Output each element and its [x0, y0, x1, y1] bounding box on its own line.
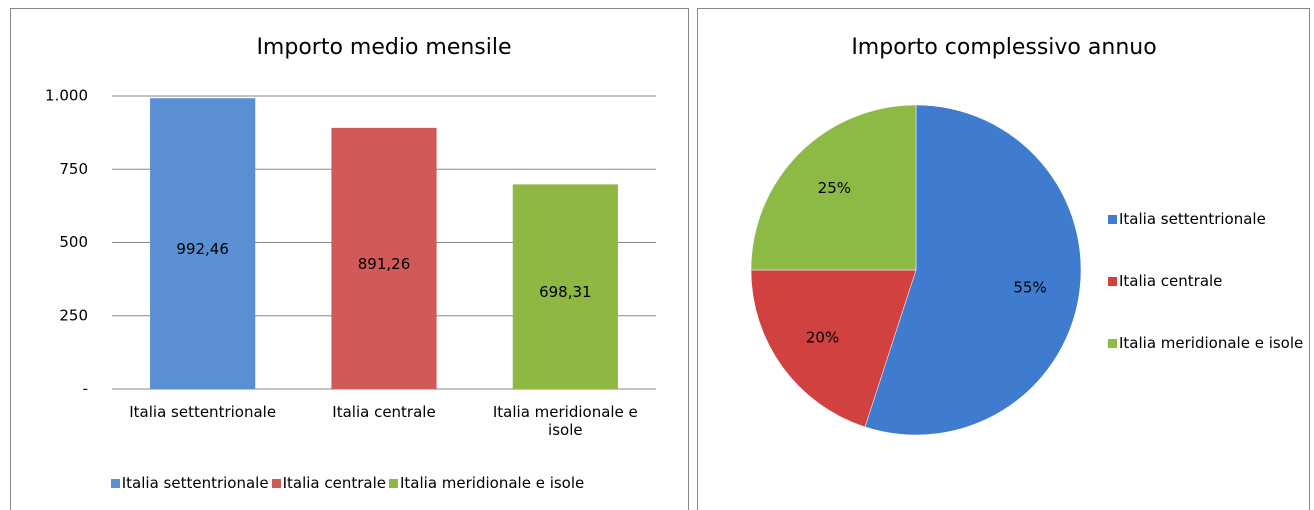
y-tick-label: 1.000	[45, 87, 88, 105]
legend-swatch	[1108, 339, 1117, 348]
y-tick-label: -	[83, 380, 88, 398]
legend-label: Italia settentrionale	[121, 474, 269, 492]
x-tick-label: Italia meridionale e isole	[492, 403, 638, 439]
legend: Italia settentrionale	[1108, 210, 1308, 228]
x-tick-label: Italia settentrionale	[129, 403, 277, 421]
pie-slice	[750, 269, 917, 428]
legend-label: Italia meridionale e isole	[400, 474, 585, 492]
legend-swatch	[110, 478, 120, 488]
pie-title: Importo complessivo annuo	[851, 35, 1156, 60]
bar	[512, 184, 618, 389]
legend-swatch	[1108, 215, 1117, 224]
y-tick-label: 500	[59, 233, 88, 251]
legend-label: Italia centrale	[1119, 272, 1223, 290]
legend-swatch	[389, 478, 398, 488]
bar-title: Importo medio mensile	[256, 35, 511, 60]
y-tick-label: 750	[59, 160, 88, 178]
legend-swatch	[271, 478, 281, 488]
pie-slice	[864, 104, 1082, 436]
value-label: 25%	[818, 179, 851, 197]
legend-label: Italia meridionale e isole	[1119, 334, 1304, 352]
value-label: 698,31	[539, 283, 592, 301]
legend-label: Italia centrale	[282, 474, 386, 492]
value-label: 20%	[806, 328, 839, 346]
value-label: 55%	[1013, 279, 1046, 297]
bar	[331, 127, 437, 390]
x-tick-label: Italia centrale	[332, 403, 436, 421]
bar	[150, 98, 256, 389]
legend: Italia meridionale e isole	[1108, 334, 1308, 352]
value-label: 891,26	[358, 255, 411, 273]
legend-swatch	[1108, 277, 1117, 286]
pie-slice	[750, 104, 917, 271]
legend-label: Italia settentrionale	[1119, 210, 1266, 228]
value-label: 992,46	[176, 240, 229, 258]
legend: Italia settentrionale Italia centrale Ital…	[10, 474, 688, 492]
legend: Italia centrale	[1108, 272, 1308, 290]
y-tick-label: 250	[59, 306, 88, 324]
